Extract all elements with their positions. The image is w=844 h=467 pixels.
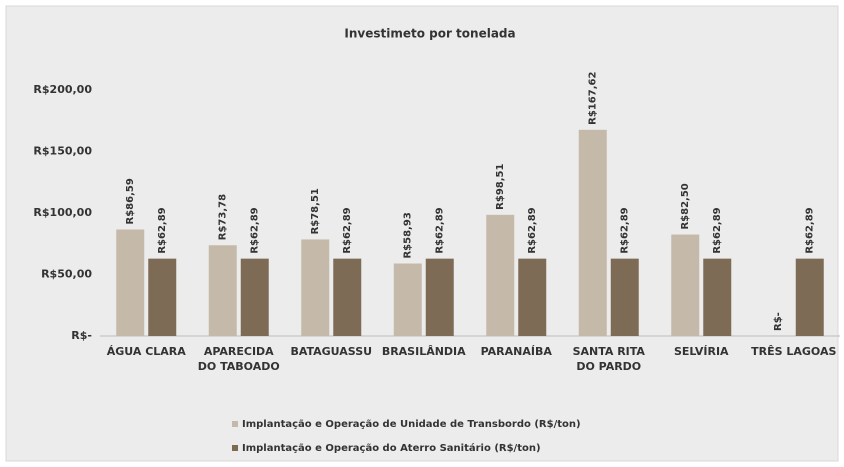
x-tick-label: BATAGUASSU: [290, 345, 373, 358]
bar: [148, 258, 177, 336]
value-label: R$62,89: [342, 207, 353, 253]
bar: [393, 263, 422, 336]
bar: [671, 234, 700, 336]
bar: [208, 245, 237, 336]
y-tick-label: R$200,00: [33, 83, 92, 96]
value-label: R$62,89: [712, 207, 723, 253]
value-label: R$-: [773, 312, 784, 331]
bar: [578, 129, 607, 336]
x-tick-label: BRASILÂNDIA: [381, 345, 466, 358]
value-label: R$86,59: [125, 178, 136, 224]
value-label: R$58,93: [403, 212, 414, 258]
bar: [301, 239, 330, 336]
bar: [486, 214, 515, 336]
bar: [240, 258, 269, 336]
legend-label: Implantação e Operação do Aterro Sanitár…: [242, 442, 541, 454]
x-tick-label: TRÊS LAGOAS: [751, 345, 837, 358]
value-label: R$62,89: [157, 207, 168, 253]
bar: [610, 258, 639, 336]
value-label: R$98,51: [495, 164, 506, 210]
bar: [425, 258, 454, 336]
x-tick-label: ÁGUA CLARA: [106, 345, 186, 358]
value-label: R$82,50: [680, 183, 691, 229]
legend-swatch: [232, 445, 238, 451]
x-tick-label: SELVÍRIA: [673, 345, 729, 358]
y-tick-label: R$50,00: [41, 268, 92, 281]
bar: [116, 229, 145, 336]
chart-background: [5, 5, 839, 462]
y-tick-label: R$100,00: [33, 206, 92, 219]
x-tick-label: PARANAÍBA: [480, 345, 552, 358]
value-label: R$62,89: [435, 207, 446, 253]
value-label: R$78,51: [310, 188, 321, 234]
bar: [518, 258, 547, 336]
bar: [795, 258, 824, 336]
y-tick-label: R$150,00: [33, 145, 92, 158]
value-label: R$73,78: [218, 194, 229, 240]
value-label: R$62,89: [250, 207, 261, 253]
chart-title: Investimeto por tonelada: [344, 27, 515, 41]
x-tick-label: APARECIDA DO TABOADO: [197, 345, 280, 373]
value-label: R$167,62: [588, 72, 599, 125]
value-label: R$62,89: [805, 207, 816, 253]
value-label: R$62,89: [527, 207, 538, 253]
legend-swatch: [232, 421, 238, 427]
bar: [703, 258, 732, 336]
value-label: R$62,89: [620, 207, 631, 253]
legend-label: Implantação e Operação de Unidade de Tra…: [242, 419, 581, 430]
bar: [333, 258, 362, 336]
y-tick-label: R$-: [71, 329, 92, 342]
x-tick-label: SANTA RITA DO PARDO: [572, 345, 645, 373]
